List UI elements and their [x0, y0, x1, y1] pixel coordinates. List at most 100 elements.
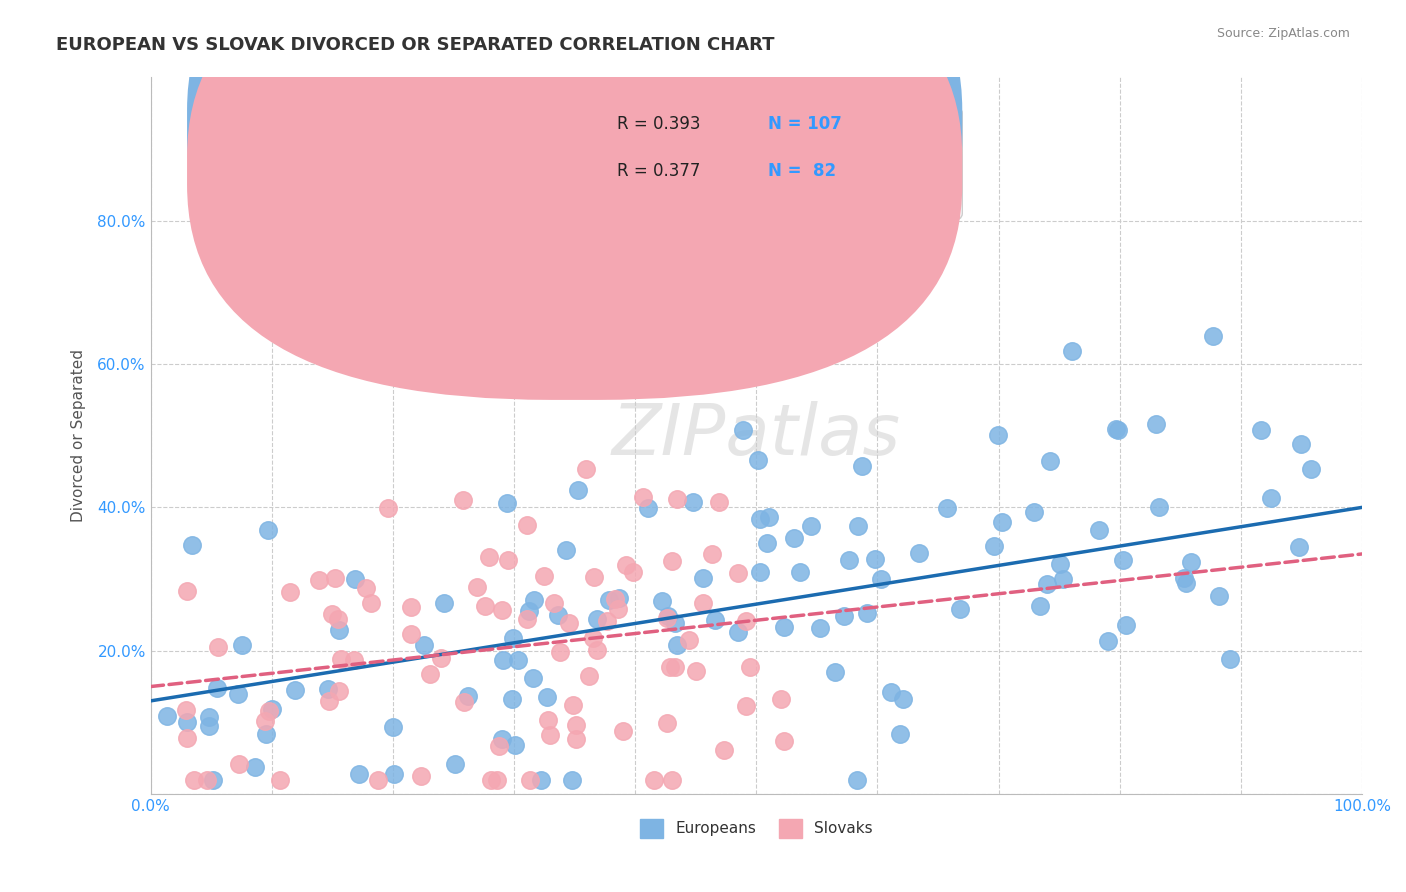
Point	[503, 738, 526, 752]
Point	[533, 568, 555, 582]
Point	[607, 591, 630, 605]
FancyBboxPatch shape	[526, 106, 962, 220]
Point	[257, 524, 280, 538]
Point	[329, 652, 352, 666]
Point	[1250, 424, 1272, 438]
Point	[360, 596, 382, 610]
Point	[727, 624, 749, 639]
Point	[748, 512, 770, 526]
Point	[260, 702, 283, 716]
Point	[453, 695, 475, 709]
Point	[1180, 555, 1202, 569]
Point	[664, 615, 686, 630]
Point	[738, 660, 761, 674]
FancyBboxPatch shape	[187, 0, 962, 400]
Point	[664, 660, 686, 674]
Point	[207, 681, 229, 695]
Point	[176, 703, 198, 717]
Point	[935, 501, 957, 516]
Point	[176, 715, 198, 730]
Point	[183, 772, 205, 787]
Point	[1219, 652, 1241, 666]
Point	[832, 608, 855, 623]
Point	[870, 573, 893, 587]
Point	[575, 462, 598, 476]
Point	[382, 720, 405, 734]
Point	[692, 571, 714, 585]
Point	[846, 772, 869, 787]
Point	[769, 691, 792, 706]
Point	[1173, 571, 1195, 585]
Point	[657, 609, 679, 624]
Point	[747, 453, 769, 467]
Point	[583, 570, 606, 584]
Point	[1112, 553, 1135, 567]
Point	[491, 731, 513, 746]
Point	[637, 500, 659, 515]
Point	[228, 756, 250, 771]
Point	[444, 756, 467, 771]
Text: EUROPEAN VS SLOVAK DIVORCED OR SEPARATED CORRELATION CHART: EUROPEAN VS SLOVAK DIVORCED OR SEPARATED…	[56, 36, 775, 54]
Point	[665, 639, 688, 653]
Point	[354, 581, 377, 595]
Point	[621, 565, 644, 579]
Point	[343, 572, 366, 586]
Point	[605, 592, 627, 607]
Point	[413, 638, 436, 652]
Point	[800, 519, 823, 533]
Point	[1208, 590, 1230, 604]
Point	[409, 770, 432, 784]
Point	[523, 593, 546, 607]
Point	[692, 597, 714, 611]
Point	[328, 684, 350, 698]
Point	[269, 772, 291, 787]
Point	[707, 495, 730, 509]
Point	[991, 515, 1014, 529]
Point	[257, 704, 280, 718]
FancyBboxPatch shape	[187, 0, 962, 353]
Point	[245, 760, 267, 774]
Point	[1088, 524, 1111, 538]
Point	[181, 539, 204, 553]
Point	[824, 665, 846, 679]
Point	[838, 553, 860, 567]
Point	[658, 660, 681, 674]
Point	[561, 772, 583, 787]
Point	[606, 602, 628, 616]
Point	[773, 620, 796, 634]
Point	[949, 602, 972, 616]
Point	[382, 767, 405, 781]
Point	[377, 501, 399, 516]
Point	[522, 671, 544, 685]
Point	[557, 615, 579, 630]
Point	[530, 772, 553, 787]
Point	[1049, 558, 1071, 572]
Point	[655, 716, 678, 731]
Point	[1039, 453, 1062, 467]
Point	[318, 694, 340, 708]
Point	[661, 772, 683, 787]
Point	[564, 732, 586, 747]
Point	[554, 543, 576, 558]
Point	[1147, 500, 1170, 514]
Point	[543, 596, 565, 610]
Point	[1062, 344, 1084, 359]
Point	[846, 519, 869, 533]
Point	[734, 615, 756, 629]
Point	[201, 772, 224, 787]
Point	[1301, 462, 1323, 476]
Point	[731, 423, 754, 437]
Point	[889, 727, 911, 741]
Point	[704, 613, 727, 627]
Point	[908, 546, 931, 560]
Point	[1288, 540, 1310, 554]
Point	[1052, 572, 1074, 586]
Point	[399, 627, 422, 641]
Point	[506, 653, 529, 667]
Point	[485, 772, 508, 787]
Point	[773, 733, 796, 747]
Point	[1175, 575, 1198, 590]
Point	[1289, 436, 1312, 450]
Point	[735, 698, 758, 713]
Point	[321, 607, 343, 621]
